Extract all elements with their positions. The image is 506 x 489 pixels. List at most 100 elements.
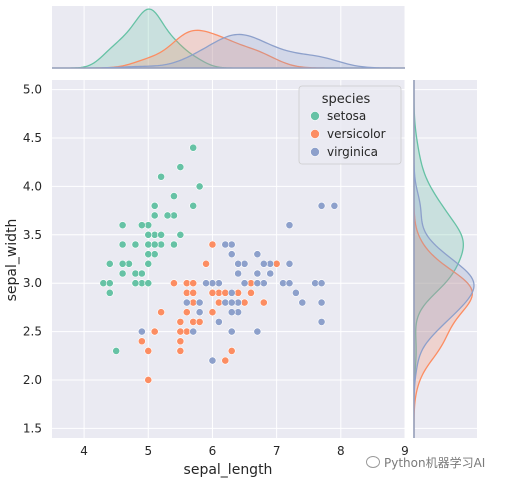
point-virginica	[259, 259, 268, 268]
legend-marker-setosa	[310, 111, 320, 121]
legend-title: species	[322, 92, 371, 107]
point-versicolor	[195, 317, 204, 326]
point-setosa	[105, 279, 114, 288]
point-virginica	[291, 288, 300, 297]
point-setosa	[144, 240, 153, 249]
point-virginica	[227, 308, 236, 317]
point-virginica	[227, 298, 236, 307]
x-tick-label: 8	[337, 444, 345, 458]
point-virginica	[298, 298, 307, 307]
point-versicolor	[137, 337, 146, 346]
point-setosa	[118, 259, 127, 268]
point-versicolor	[208, 288, 217, 297]
point-setosa	[170, 240, 178, 249]
point-versicolor	[189, 279, 198, 288]
point-virginica	[285, 259, 294, 268]
point-virginica	[221, 240, 230, 249]
legend-marker-virginica	[310, 147, 320, 157]
point-versicolor	[176, 347, 185, 355]
point-versicolor	[189, 317, 198, 326]
point-virginica	[182, 298, 191, 307]
point-setosa	[131, 240, 140, 249]
point-virginica	[330, 201, 339, 210]
x-tick-label: 5	[144, 444, 152, 458]
point-virginica	[253, 269, 262, 278]
point-versicolor	[157, 308, 166, 317]
point-virginica	[253, 327, 262, 336]
point-versicolor	[182, 279, 191, 288]
y-axis-label: sepal_width	[4, 219, 20, 302]
point-versicolor	[221, 288, 230, 297]
point-setosa	[137, 269, 146, 278]
top-marginal-area	[52, 6, 405, 68]
point-versicolor	[144, 376, 153, 384]
point-versicolor	[170, 279, 178, 288]
point-setosa	[170, 192, 178, 201]
y-tick-label: 2.0	[23, 373, 42, 387]
watermark: Python机器学习AI	[366, 454, 485, 471]
point-setosa	[144, 279, 153, 288]
point-virginica	[214, 317, 223, 326]
top-kde-virginica	[52, 33, 405, 69]
point-virginica	[227, 327, 236, 336]
point-setosa	[118, 240, 127, 249]
point-versicolor	[144, 347, 153, 355]
y-tick-label: 4.5	[23, 131, 42, 145]
point-virginica	[285, 279, 294, 288]
point-setosa	[105, 259, 114, 268]
point-versicolor	[202, 259, 210, 268]
right-kde-virginica	[413, 80, 475, 438]
point-setosa	[144, 230, 153, 239]
point-versicolor	[176, 317, 185, 326]
point-setosa	[150, 201, 159, 210]
point-virginica	[195, 308, 204, 317]
y-tick-label: 3.0	[23, 276, 42, 290]
point-versicolor	[221, 356, 230, 365]
point-setosa	[137, 221, 146, 230]
point-virginica	[317, 317, 326, 326]
x-axis-label: sepal_length	[184, 462, 273, 478]
point-versicolor	[208, 240, 217, 249]
legend-box	[298, 85, 402, 165]
point-setosa	[157, 172, 166, 181]
point-setosa	[144, 259, 153, 268]
point-setosa	[112, 347, 121, 355]
legend: species setosa versicolor virginica	[298, 85, 402, 165]
point-virginica	[253, 250, 262, 259]
point-virginica	[227, 288, 236, 297]
right-marginal-area	[414, 80, 477, 438]
y-tick-label: 4.0	[23, 179, 42, 193]
point-virginica	[317, 298, 326, 307]
point-virginica	[137, 327, 146, 336]
point-virginica	[253, 279, 262, 288]
point-versicolor	[182, 308, 191, 317]
point-virginica	[266, 259, 275, 268]
point-versicolor	[208, 308, 217, 317]
point-virginica	[317, 201, 326, 210]
point-versicolor	[247, 288, 255, 297]
point-setosa	[125, 259, 133, 268]
point-virginica	[202, 279, 210, 288]
point-setosa	[176, 230, 185, 239]
x-tick-label: 4	[80, 444, 88, 458]
point-versicolor	[259, 298, 268, 307]
legend-marker-versicolor	[310, 129, 320, 139]
point-virginica	[189, 327, 198, 336]
x-tick-label: 7	[273, 444, 281, 458]
point-versicolor	[214, 298, 223, 307]
point-setosa	[195, 182, 204, 191]
y-tick-label: 1.5	[23, 421, 42, 435]
point-versicolor	[227, 347, 236, 355]
point-virginica	[221, 298, 230, 307]
legend-label-virginica: virginica	[327, 145, 378, 159]
point-setosa	[105, 288, 114, 297]
point-setosa	[189, 143, 198, 152]
point-setosa	[144, 250, 153, 259]
x-tick-label: 9	[401, 444, 409, 458]
y-tick-label: 5.0	[23, 83, 42, 97]
point-virginica	[227, 240, 236, 249]
legend-label-setosa: setosa	[327, 109, 366, 123]
y-tick-label: 3.5	[23, 228, 42, 242]
point-virginica	[285, 221, 294, 230]
